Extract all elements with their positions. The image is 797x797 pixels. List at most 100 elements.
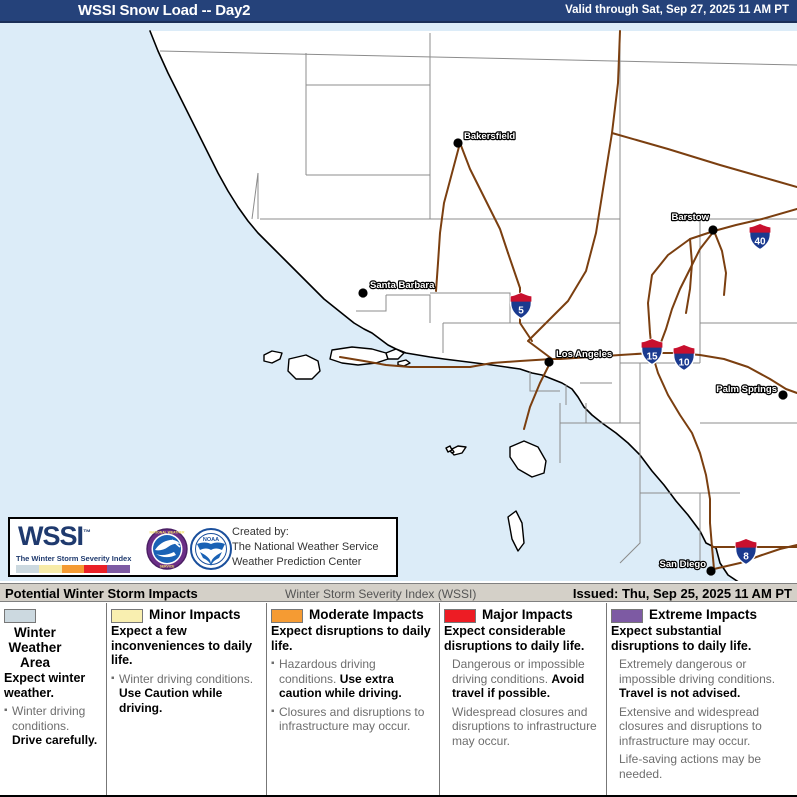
legend-bullet: Widespread closures and disruptions to i…: [452, 704, 597, 748]
wssi-wordmark: WSSI™: [18, 521, 91, 552]
legend-title: Winter Weather Area: [8, 625, 62, 670]
city-marker: Barstow: [670, 211, 718, 235]
legend-column: Minor Impacts Expect a few inconveniences…: [107, 603, 267, 795]
potential-impacts-bar: Potential Winter Storm Impacts Winter St…: [0, 583, 797, 602]
title-bar: WSSI Snow Load -- Day2 Valid through Sat…: [0, 0, 797, 21]
legend-color-swatch: [611, 609, 643, 623]
colorbar-segment-4: [107, 565, 130, 573]
legend-bullet-list: Dangerous or impossible driving conditio…: [444, 657, 601, 748]
legend-header: Moderate Impacts: [271, 607, 434, 623]
colorbar-segment-0: [16, 565, 39, 573]
city-label: Barstow: [672, 212, 710, 223]
legend-summary: Expect winter weather.: [4, 671, 86, 700]
legend-header: Minor Impacts: [111, 607, 261, 623]
city-dot-icon: [706, 566, 716, 576]
interstate-shield-icon: 5: [509, 292, 533, 320]
legend-bullet-list: Hazardous driving conditions. Use extra …: [271, 657, 434, 734]
city-label: Bakersfield: [464, 131, 515, 142]
interstate-shield-icon: 10: [672, 344, 696, 372]
nws-seal: NATIONAL WEATHER SERVICE: [146, 528, 188, 570]
legend-summary: Expect disruptions to daily life.: [271, 624, 431, 653]
legend-bullet: Dangerous or impossible driving conditio…: [452, 657, 585, 700]
legend-title: Extreme Impacts: [649, 607, 758, 622]
city-marker: San Diego: [658, 558, 716, 576]
interstate-number: 15: [646, 352, 658, 363]
legend-title: Major Impacts: [482, 607, 573, 622]
coastline: [149, 30, 739, 581]
legend-title: Minor Impacts: [149, 607, 241, 622]
noaa-seal: NOAA: [190, 528, 232, 570]
wssi-text: WSSI: [18, 521, 84, 551]
city-marker: Los Angeles: [544, 348, 613, 367]
county-boundaries: [159, 31, 797, 564]
legend-bullet: Closures and disruptions to infrastructu…: [271, 705, 434, 734]
legend-bullet: Life-saving actions may be needed.: [619, 752, 762, 781]
creator-credit: Created by: The National Weather Service…: [232, 525, 379, 570]
land-polygons: [150, 31, 797, 581]
svg-text:NATIONAL WEATHER: NATIONAL WEATHER: [149, 530, 185, 534]
impacts-bar-title: Potential Winter Storm Impacts: [5, 586, 198, 601]
city-marker: Palm Springs: [715, 383, 788, 400]
legend-bullet: Extensive and widespread closures and di…: [619, 704, 762, 748]
city-marker: Santa Barbara: [358, 279, 436, 298]
city-dot-icon: [708, 225, 718, 235]
colorbar-segment-3: [84, 565, 108, 573]
legend-color-swatch: [271, 609, 303, 623]
interstate-number: 40: [754, 237, 766, 248]
city-dot-icon: [544, 357, 554, 367]
legend-bullet-list: Winter driving conditions. Use Caution w…: [111, 672, 261, 716]
interstate-number: 8: [743, 552, 749, 563]
legend-color-swatch: [4, 609, 36, 623]
legend-column: Moderate Impacts Expect disruptions to da…: [267, 603, 440, 795]
interstate-shield-icon: 40: [748, 223, 772, 251]
interstate-number: 10: [678, 358, 690, 369]
interstate-number: 5: [518, 306, 524, 317]
interstate-shield-icon: 15: [640, 338, 664, 366]
legend-bullet: Winter driving conditions. Use Caution w…: [111, 672, 261, 716]
city-dot-icon: [358, 288, 368, 298]
legend-bullet-emphasis: Use Caution while driving.: [119, 686, 223, 715]
interstate-shields: 5 15 10 40 8: [509, 223, 772, 566]
map-canvas[interactable]: 5 15 10 40 8 Bakersfield Santa Barbara Los Ang…: [0, 21, 797, 581]
city-markers: Bakersfield Santa Barbara Los Angeles Barst…: [358, 130, 788, 576]
credit-line-3: Weather Prediction Center: [232, 556, 362, 568]
page-title: WSSI Snow Load -- Day2: [78, 2, 251, 19]
legend-header: Major Impacts: [444, 607, 601, 623]
legend-bullet: Hazardous driving conditions. Use extra …: [271, 657, 434, 701]
legend-title: Moderate Impacts: [309, 607, 424, 622]
interstate-shield-icon: 8: [734, 538, 758, 566]
city-dot-icon: [453, 138, 463, 148]
city-dot-icon: [778, 390, 788, 400]
city-label: San Diego: [660, 559, 707, 570]
legend-column: Extreme Impacts Expect substantial disrup…: [607, 603, 797, 795]
channel-islands: [263, 346, 547, 552]
legend-bullet: Extremely dangerous or impossible drivin…: [619, 657, 776, 700]
trademark-symbol: ™: [83, 528, 92, 537]
impacts-bar-subtitle: Winter Storm Severity Index (WSSI): [285, 587, 477, 601]
colorbar-segment-1: [38, 565, 62, 573]
city-marker: Bakersfield: [453, 130, 517, 148]
city-label: Palm Springs: [716, 384, 777, 395]
credit-line-2: The National Weather Service: [232, 541, 379, 553]
legend-header: Extreme Impacts: [611, 607, 792, 623]
svg-text:NOAA: NOAA: [203, 537, 219, 543]
wssi-logo-box: WSSI™ The Winter Storm Severity Index NA…: [8, 517, 398, 577]
map-svg: 5 15 10 40 8 Bakersfield Santa Barbara Los Ang…: [0, 23, 797, 581]
legend-summary: Expect substantial disruptions to daily …: [611, 624, 752, 653]
valid-through-text: Valid through Sat, Sep 27, 2025 11 AM PT: [565, 4, 789, 16]
legend-bullet-emphasis: Use extra caution while driving.: [279, 671, 402, 701]
svg-text:SERVICE: SERVICE: [160, 565, 176, 569]
city-label: Santa Barbara: [370, 280, 435, 291]
legend-color-swatch: [444, 609, 476, 623]
legend-summary: Expect a few inconveniences to daily lif…: [111, 624, 253, 667]
legend-bullet: Winter driving conditions. Drive careful…: [4, 704, 101, 748]
legend-header: Winter Weather Area: [4, 607, 101, 670]
credit-line-1: Created by:: [232, 526, 289, 538]
wssi-severity-colorbar: [16, 565, 130, 573]
wssi-tagline: The Winter Storm Severity Index: [16, 554, 132, 563]
impact-legend: Winter Weather Area Expect winter weather…: [0, 603, 797, 797]
legend-column: Winter Weather Area Expect winter weather…: [0, 603, 107, 795]
city-label: Los Angeles: [556, 349, 612, 360]
legend-color-swatch: [111, 609, 143, 623]
